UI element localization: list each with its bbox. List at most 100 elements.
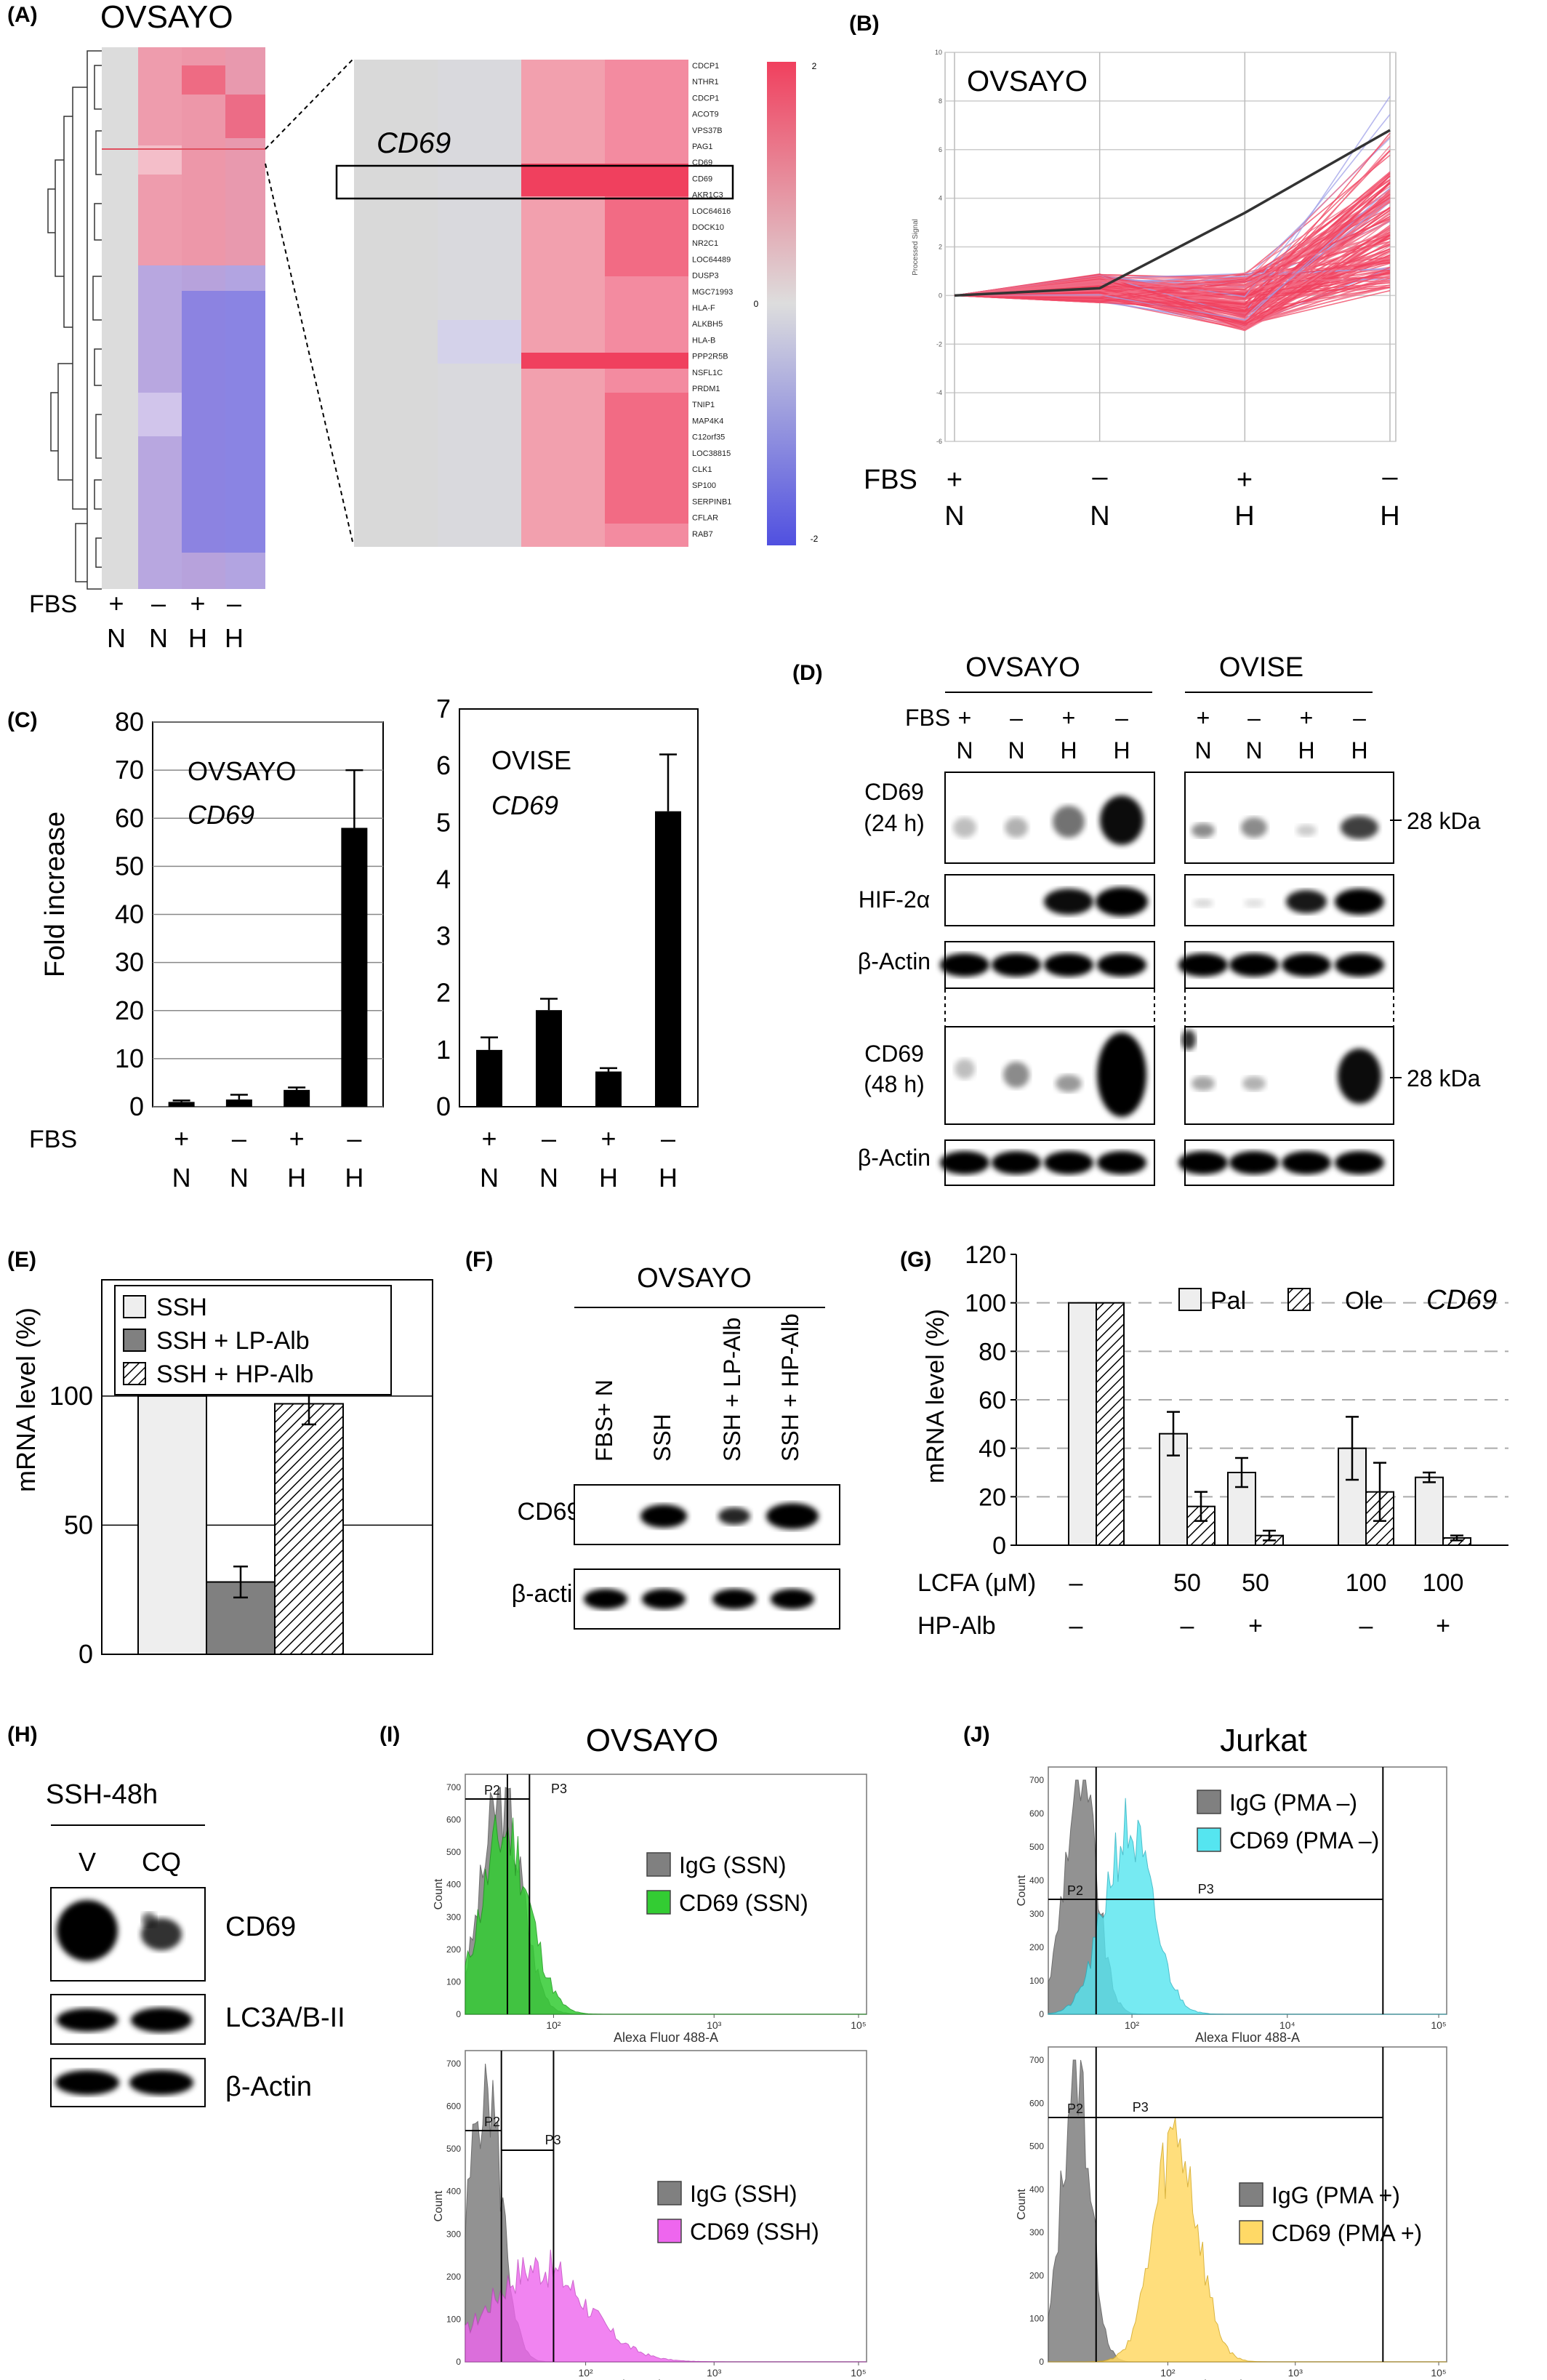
mean-profile-line <box>954 129 1391 297</box>
panel-i-title: OVSAYO <box>586 1723 719 1758</box>
svg-text:H: H <box>188 623 207 653</box>
legend-swatch <box>1239 2182 1263 2207</box>
y-tick-label: 120 <box>965 1241 1006 1269</box>
gene-label: LOC64489 <box>692 255 731 264</box>
panel-b-lines <box>954 95 1391 332</box>
histogram <box>465 2249 867 2363</box>
gene-label: CD69 <box>692 175 712 183</box>
y-tick-label: 2 <box>939 244 942 251</box>
gene-list: CDCP1 NTHR1 CDCP1 ACOT9 VPS37B PAG1 CD69 CD69 AK… <box>692 62 733 539</box>
svg-text:CD69: CD69 <box>225 1912 296 1942</box>
legend-label: IgG (PMA +) <box>1271 2182 1400 2208</box>
blot-band <box>640 1504 687 1528</box>
y-tick-label: 60 <box>115 803 144 833</box>
legend-label: CD69 (PMA +) <box>1271 2220 1422 2246</box>
blot-band <box>1005 817 1028 838</box>
colorbar-tick-min: -2 <box>811 534 819 544</box>
bar <box>1096 1302 1125 1546</box>
x-tick-hpalb: – <box>1359 1612 1373 1640</box>
gene-label: HLA-F <box>692 304 715 313</box>
hist-ytick: 400 <box>1029 2184 1044 2195</box>
y-tick-label: 4 <box>939 195 942 202</box>
chart-title: OVSAYO <box>188 756 296 786</box>
svg-text:+: + <box>1062 705 1076 731</box>
hist-ytick: 300 <box>1029 2227 1044 2237</box>
svg-text:LC3A/B-II: LC3A/B-II <box>225 2003 345 2033</box>
panel-a-label: (A) <box>7 3 38 27</box>
blot-band <box>142 1912 156 1927</box>
legend-swatch <box>123 1329 146 1352</box>
h-row-labels: CD69 LC3A/B-II β-Actin <box>225 1912 345 2102</box>
y-tick-label: 1 <box>436 1035 451 1065</box>
svg-text:(48 h): (48 h) <box>864 1071 925 1097</box>
svg-text:SSH + LP-Alb: SSH + LP-Alb <box>719 1318 745 1462</box>
svg-text:N: N <box>1194 737 1211 764</box>
blot-band <box>1282 953 1331 977</box>
svg-text:+: + <box>108 588 124 618</box>
svg-text:N: N <box>944 501 964 532</box>
svg-text:+: + <box>958 705 972 731</box>
hist-ytick: 0 <box>1039 2357 1044 2367</box>
svg-text:+: + <box>1237 465 1253 495</box>
blot-band <box>940 953 989 977</box>
svg-text:FBS+ N: FBS+ N <box>591 1379 617 1462</box>
svg-text:H: H <box>1060 737 1077 764</box>
svg-text:–: – <box>1092 462 1108 492</box>
y-tick-label: 80 <box>979 1338 1006 1366</box>
svg-text:+: + <box>947 465 963 495</box>
gene-label: CLK1 <box>692 465 712 474</box>
chart-subtitle: CD69 <box>188 800 254 830</box>
blot-band <box>1296 825 1317 836</box>
panel-b: (B) -6 -4 -2 0 2 4 6 8 10 OVSAYO Processed Signa… <box>849 12 1400 532</box>
chart-g: 0 20 40 60 80 100 120 Pal Ole – 50 50 100 100 – – + – + <box>965 1241 1508 1640</box>
blot-band <box>712 1589 756 1609</box>
blot-band <box>1341 816 1378 839</box>
svg-text:–: – <box>227 588 241 618</box>
bar <box>341 828 368 1107</box>
blot-band <box>1097 1151 1146 1174</box>
blot-band <box>1178 1151 1228 1174</box>
y-tick-label: 8 <box>939 97 942 105</box>
blot-band <box>642 1589 686 1609</box>
panel-g-ylabel: mRNA level (%) <box>922 1309 949 1483</box>
hist-ytick: 300 <box>1029 1909 1044 1919</box>
blot-band <box>1044 1151 1093 1174</box>
x-tick-fbs: + <box>600 1123 616 1153</box>
gene-label: MAP4K4 <box>692 417 723 425</box>
chart-subtitle: CD69 <box>491 790 558 820</box>
y-tick-label: 10 <box>115 1043 144 1073</box>
gene-label: CD69 <box>692 159 712 167</box>
blot-band <box>131 2008 192 2032</box>
svg-text:+: + <box>1300 705 1314 731</box>
blot-band <box>953 817 976 838</box>
gene-label: C12orf35 <box>692 433 725 442</box>
blot-band <box>1056 1075 1082 1092</box>
blot-band <box>584 1589 627 1609</box>
legend-swatch <box>657 2219 682 2243</box>
svg-text:H: H <box>1113 737 1130 764</box>
conditions-d: + N – N + H – H + N – N + H – H <box>956 705 1367 764</box>
hist-xlabel: Alexa Fluor 488-A <box>1195 2378 1300 2380</box>
x-tick-fbs: – <box>347 1123 361 1153</box>
plot-frame <box>459 708 699 1107</box>
y-tick-label: 60 <box>979 1387 1006 1414</box>
gate-label: P3 <box>1133 2100 1149 2115</box>
hist-ytick: 100 <box>446 1976 461 1987</box>
svg-text:N: N <box>149 623 168 653</box>
hist-xtick: 10² <box>1160 2367 1176 2379</box>
legend-swatch <box>1239 2220 1263 2245</box>
h-blots <box>50 1887 206 2107</box>
hist-ytick: 400 <box>446 1880 461 1890</box>
panel-f: (F) OVSAYO FBS+ N SSH SSH + LP-Alb SSH +… <box>465 1248 840 1630</box>
hist-ytick: 600 <box>446 2101 461 2112</box>
blot-band <box>1335 953 1384 977</box>
panel-j: (J) Jurkat Count Alexa Fluor 488-A 10² 10⁴ 1… <box>963 1723 1447 2380</box>
y-tick-label: 0 <box>79 1639 93 1669</box>
y-tick-label: 40 <box>979 1435 1006 1463</box>
bar <box>274 1403 344 1656</box>
conditions-a: + – + – N N H H <box>107 588 244 653</box>
blot-band <box>992 953 1041 977</box>
hist-ytick: 700 <box>1029 1775 1044 1785</box>
hist-ytick: 400 <box>446 2187 461 2197</box>
panel-f-label: (F) <box>465 1248 493 1272</box>
